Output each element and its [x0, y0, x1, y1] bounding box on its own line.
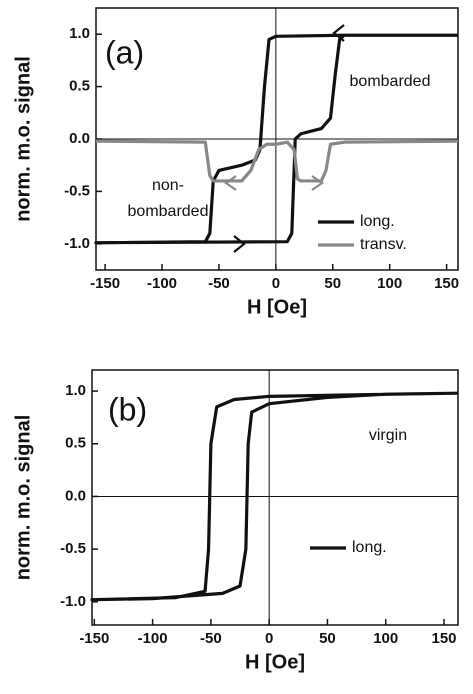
y-axis-label: norm. m.o. signal [12, 415, 34, 581]
legend-label: long. [360, 213, 395, 230]
annotation: bombarded [350, 73, 431, 90]
x-tick-label: 0 [272, 275, 280, 292]
legend-label: transv. [360, 236, 407, 253]
x-tick-label: 100 [377, 275, 402, 292]
data-line [95, 139, 459, 183]
x-tick-label: 150 [434, 275, 459, 292]
y-tick-label: 1.0 [65, 382, 86, 399]
x-tick-label: -150 [79, 630, 109, 647]
plot-frame [91, 369, 459, 626]
arrow [233, 235, 246, 253]
annotation: non- [152, 177, 184, 194]
x-tick-label: -50 [208, 275, 230, 292]
x-tick-label: 0 [265, 630, 273, 647]
arrow [311, 175, 324, 191]
x-axis-label: H [Oe] [245, 651, 305, 673]
arrow [224, 175, 237, 191]
y-tick-label: -0.5 [64, 182, 90, 199]
x-axis-label: H [Oe] [247, 296, 307, 318]
y-tick-label: 0.5 [69, 78, 90, 95]
data-line [90, 391, 459, 602]
x-tick-label: 50 [319, 630, 336, 647]
annotation: bombarded [128, 203, 209, 220]
y-axis-label: norm. m.o. signal [12, 56, 34, 222]
x-tick-label: 100 [373, 630, 398, 647]
x-tick-label: -100 [138, 630, 168, 647]
y-tick-label: -0.5 [60, 540, 86, 557]
x-tick-label: -100 [147, 275, 177, 292]
x-tick-label: -150 [90, 275, 120, 292]
y-tick-label: 0.5 [65, 435, 86, 452]
x-tick-label: 50 [324, 275, 341, 292]
x-tick-label: -50 [200, 630, 222, 647]
x-tick-label: 150 [431, 630, 456, 647]
y-tick-label: -1.0 [64, 235, 90, 252]
panel-label: (b) [108, 391, 147, 427]
annotation: virgin [369, 427, 407, 444]
panel-label: (a) [105, 34, 144, 70]
legend-label: long. [352, 539, 387, 556]
y-tick-label: -1.0 [60, 593, 86, 610]
y-tick-label: 0.0 [69, 130, 90, 147]
y-tick-label: 1.0 [69, 25, 90, 42]
y-tick-label: 0.0 [65, 487, 86, 504]
data-line [94, 33, 458, 245]
